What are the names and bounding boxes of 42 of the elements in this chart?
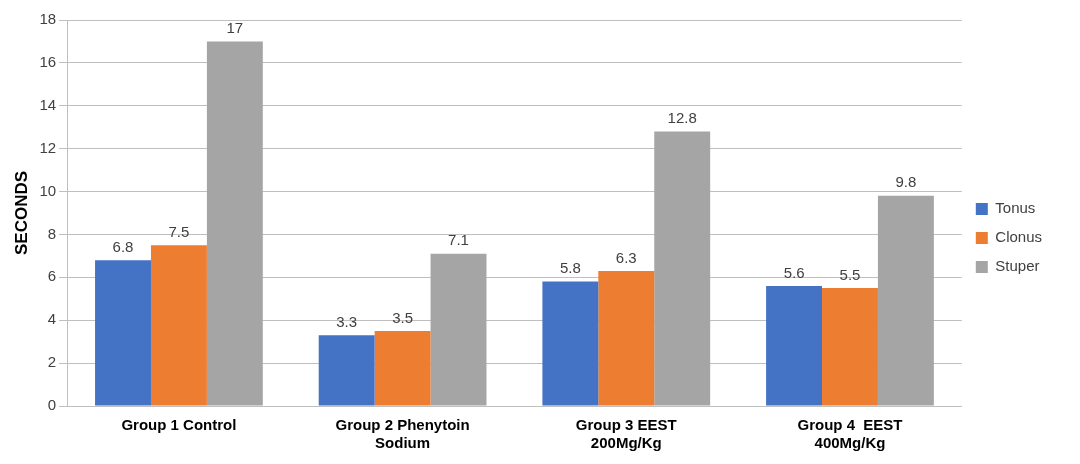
bar (877, 195, 934, 406)
x-tick-label: Group 4 EEST 400Mg/Kg (797, 416, 903, 452)
bar (374, 330, 431, 406)
y-tick-label: 0 (47, 396, 57, 414)
legend-label: Clonus (995, 228, 1043, 246)
data-label: 3.5 (392, 308, 414, 326)
x-tick-label: Group 3 EEST 200Mg/Kg (575, 416, 677, 452)
data-label: 7.5 (168, 222, 190, 240)
y-tick-label: 10 (39, 181, 57, 199)
data-label: 6.3 (615, 248, 637, 266)
data-label: 7.1 (448, 231, 469, 249)
y-tick-label: 12 (39, 138, 57, 156)
y-tick-label: 8 (47, 224, 57, 242)
bar (598, 270, 655, 406)
legend-label: Stuper (995, 257, 1040, 275)
x-tick-label: Group 2 Phenytoin Sodium (335, 416, 470, 452)
bar (822, 288, 878, 406)
data-label: 3.3 (336, 312, 358, 330)
data-label: 17 (226, 19, 244, 37)
x-tick-label: Group 1 Control (121, 416, 237, 434)
y-tick-label: 18 (39, 10, 57, 28)
bar (542, 281, 599, 406)
y-axis-title: SECONDS (11, 170, 31, 256)
bar (318, 335, 375, 406)
y-tick-label: 14 (39, 95, 57, 113)
y-tick-label: 4 (47, 310, 57, 328)
legend-label: Tonus (995, 199, 1036, 217)
bar (766, 285, 823, 406)
data-label: 9.8 (895, 173, 917, 191)
bar (654, 131, 711, 406)
bar (430, 253, 487, 406)
y-tick-label: 16 (39, 53, 57, 71)
data-label: 5.8 (559, 259, 581, 277)
bar (150, 245, 207, 406)
data-label: 5.5 (839, 265, 861, 283)
y-tick-label: 2 (47, 353, 57, 371)
data-label: 5.6 (783, 263, 805, 281)
data-label: 6.8 (112, 237, 134, 255)
bar (206, 41, 263, 406)
data-label: 12.8 (667, 109, 697, 127)
bar (95, 260, 151, 406)
y-tick-label: 6 (47, 267, 57, 285)
